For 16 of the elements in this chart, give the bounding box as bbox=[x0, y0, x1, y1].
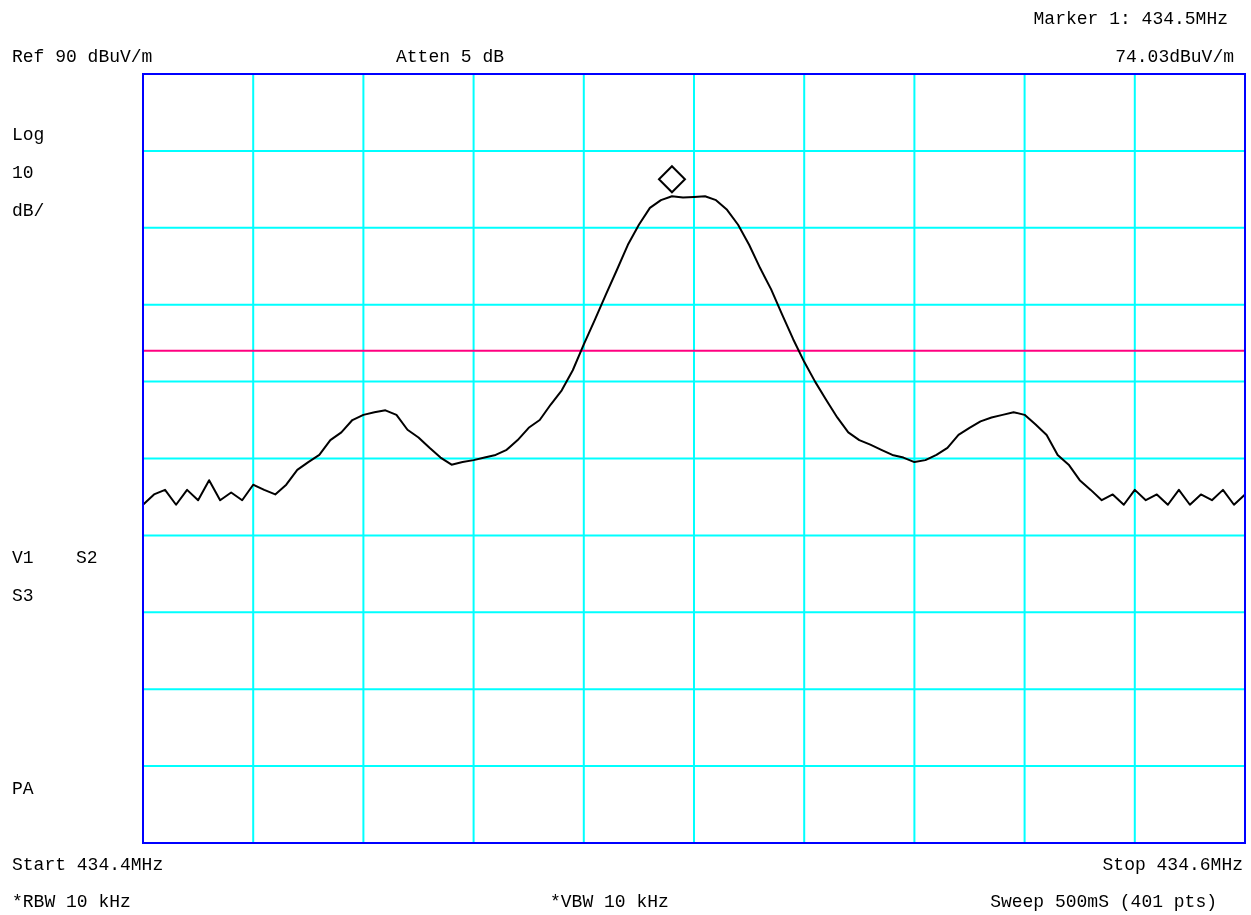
text: Log bbox=[12, 125, 45, 145]
text: Ref 90 dBuV/m bbox=[12, 47, 153, 67]
text: Start 434.4MHz bbox=[12, 855, 164, 875]
text: S2 bbox=[76, 548, 98, 568]
text: PA bbox=[12, 779, 34, 799]
text: V1 bbox=[12, 548, 34, 568]
text: *VBW 10 kHz bbox=[550, 892, 669, 912]
text: Atten 5 dB bbox=[396, 47, 505, 67]
text: 74.03dBuV/m bbox=[1115, 47, 1234, 67]
text: dB/ bbox=[12, 201, 45, 221]
text: 10 bbox=[12, 163, 34, 183]
text: S3 bbox=[12, 586, 34, 606]
text: Stop 434.6MHz bbox=[1102, 855, 1243, 875]
text: *RBW 10 kHz bbox=[12, 892, 131, 912]
text: Marker 1: 434.5MHz bbox=[1033, 9, 1228, 29]
text: Sweep 500mS (401 pts) bbox=[990, 892, 1217, 912]
